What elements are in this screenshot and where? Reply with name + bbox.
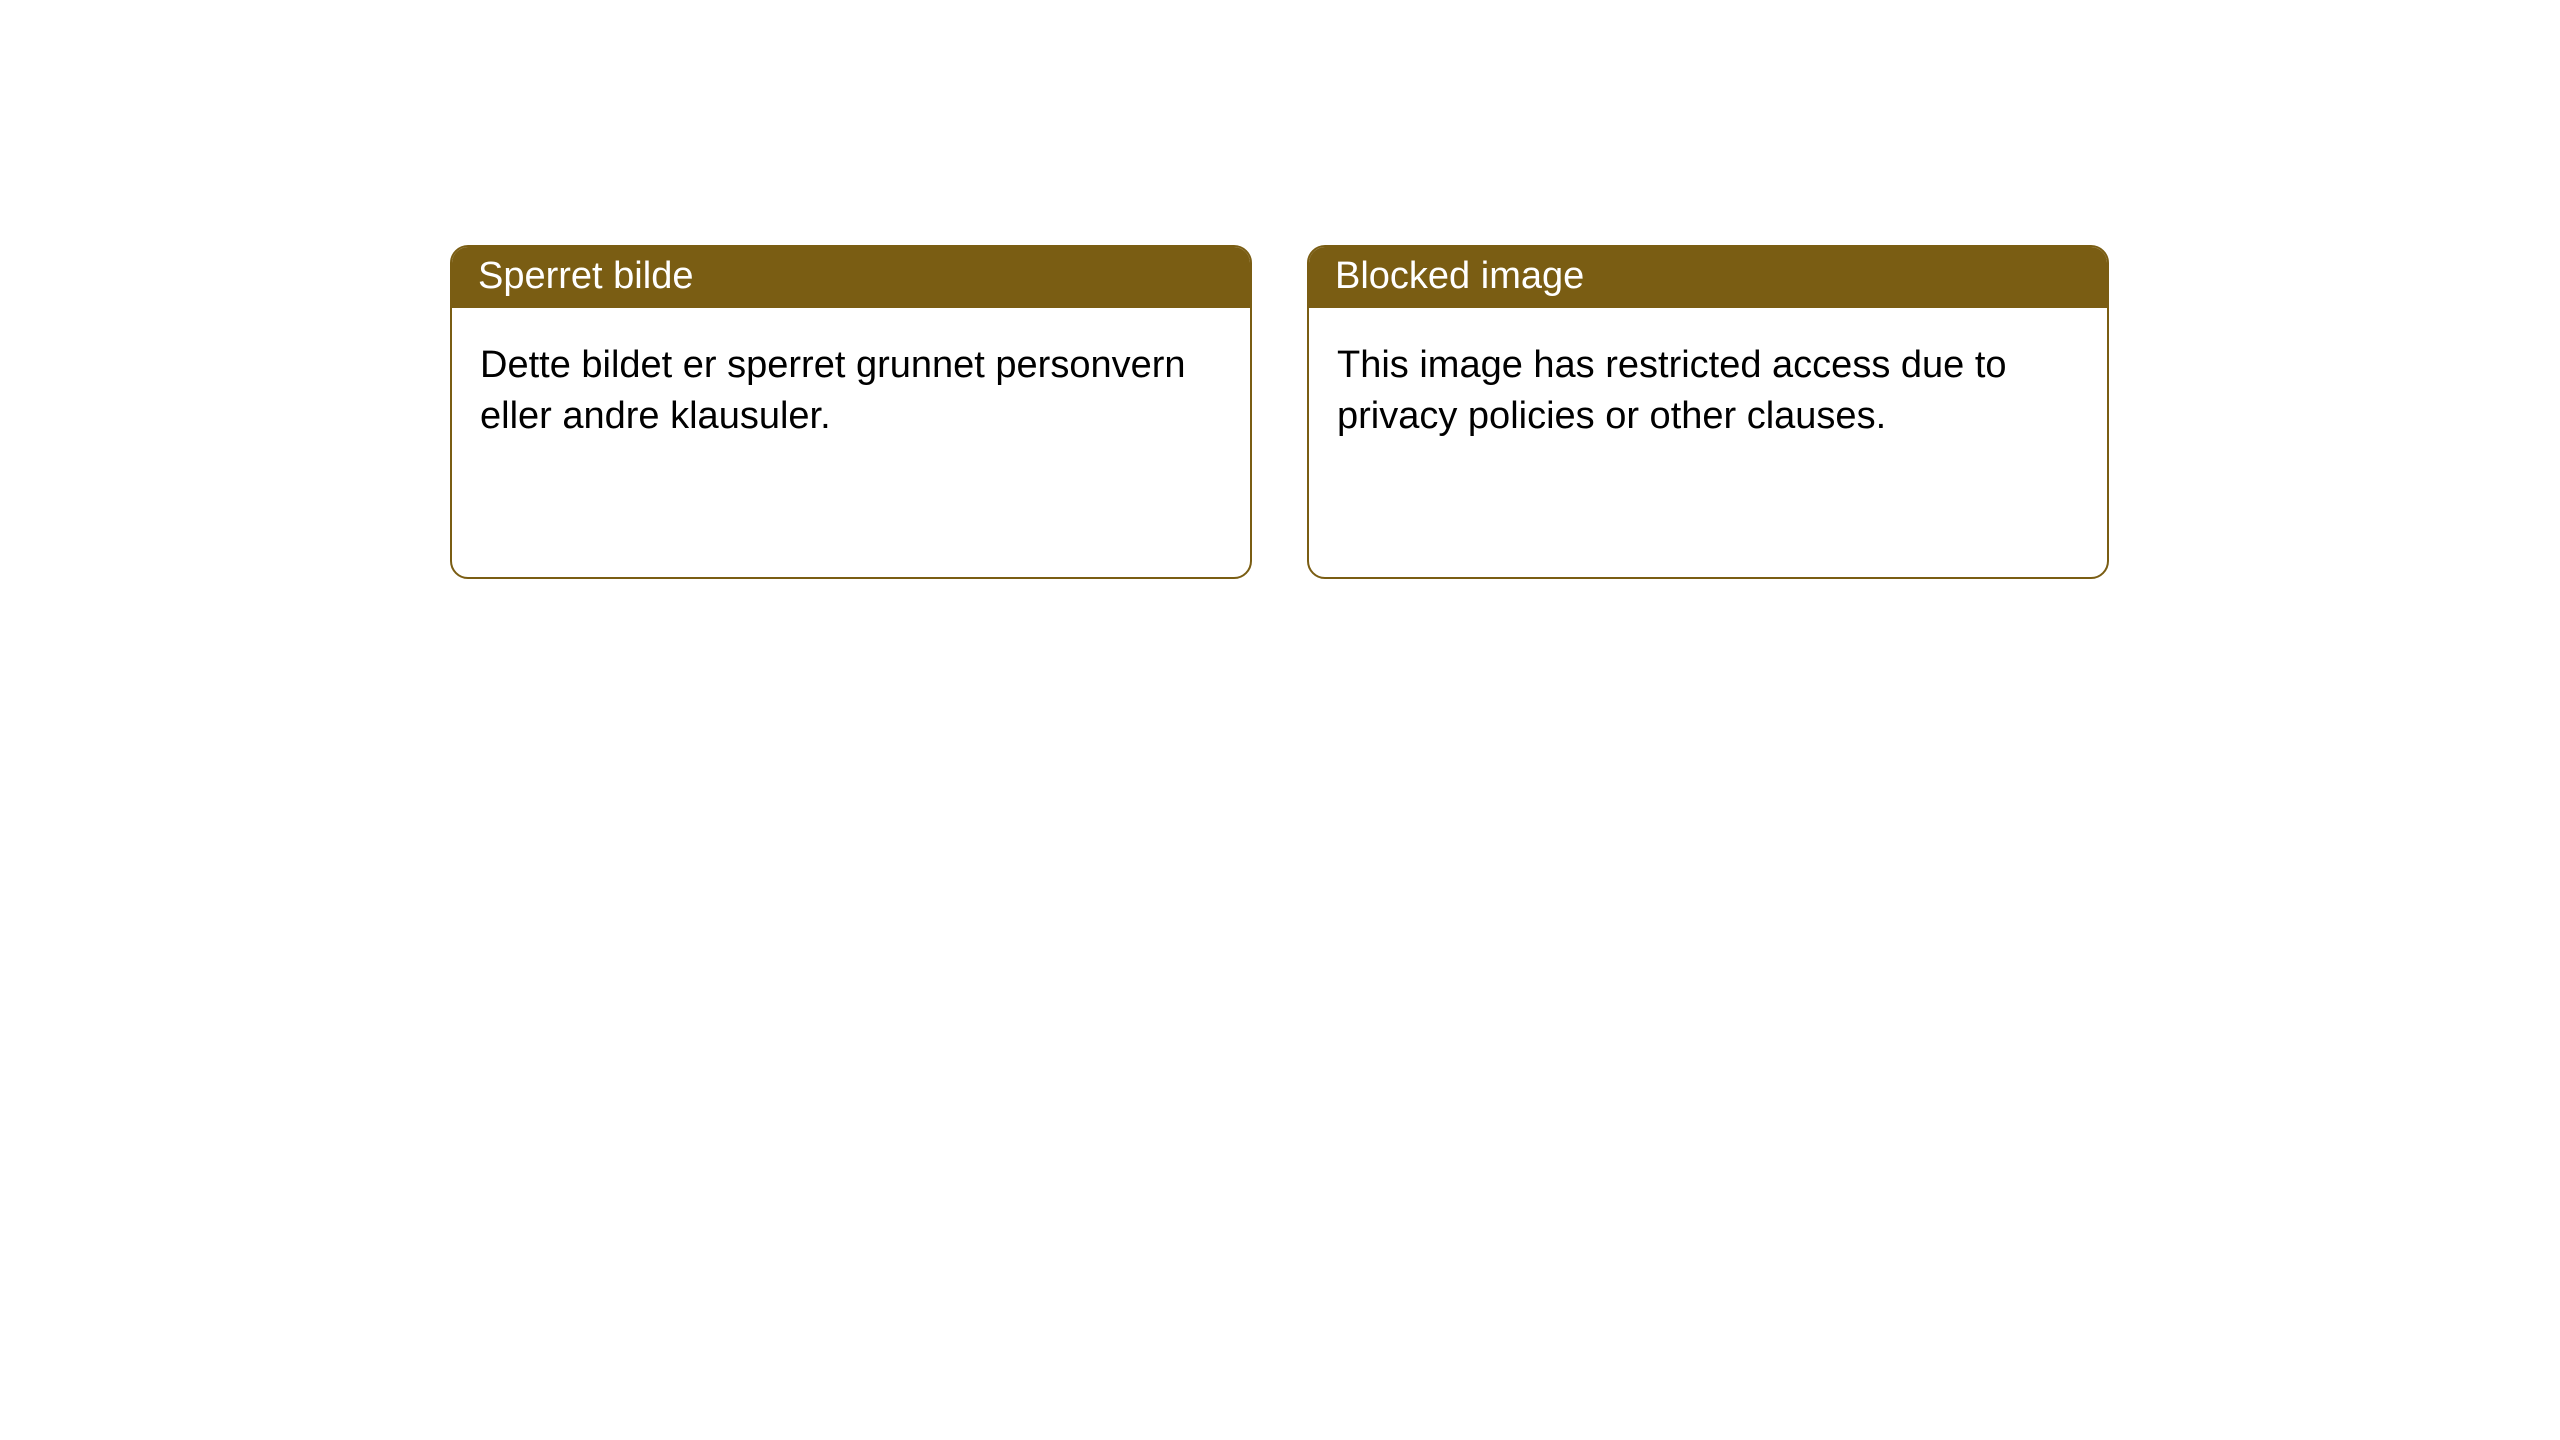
card-body-en: This image has restricted access due to … (1309, 308, 2107, 475)
blocked-image-card-en: Blocked image This image has restricted … (1307, 245, 2109, 579)
card-header-no: Sperret bilde (452, 247, 1250, 308)
card-message-no: Dette bildet er sperret grunnet personve… (480, 344, 1186, 437)
blocked-image-card-no: Sperret bilde Dette bildet er sperret gr… (450, 245, 1252, 579)
card-title-en: Blocked image (1335, 255, 1584, 297)
card-title-no: Sperret bilde (478, 255, 693, 297)
card-header-en: Blocked image (1309, 247, 2107, 308)
card-body-no: Dette bildet er sperret grunnet personve… (452, 308, 1250, 475)
card-message-en: This image has restricted access due to … (1337, 344, 2007, 437)
notice-cards-container: Sperret bilde Dette bildet er sperret gr… (450, 245, 2109, 579)
